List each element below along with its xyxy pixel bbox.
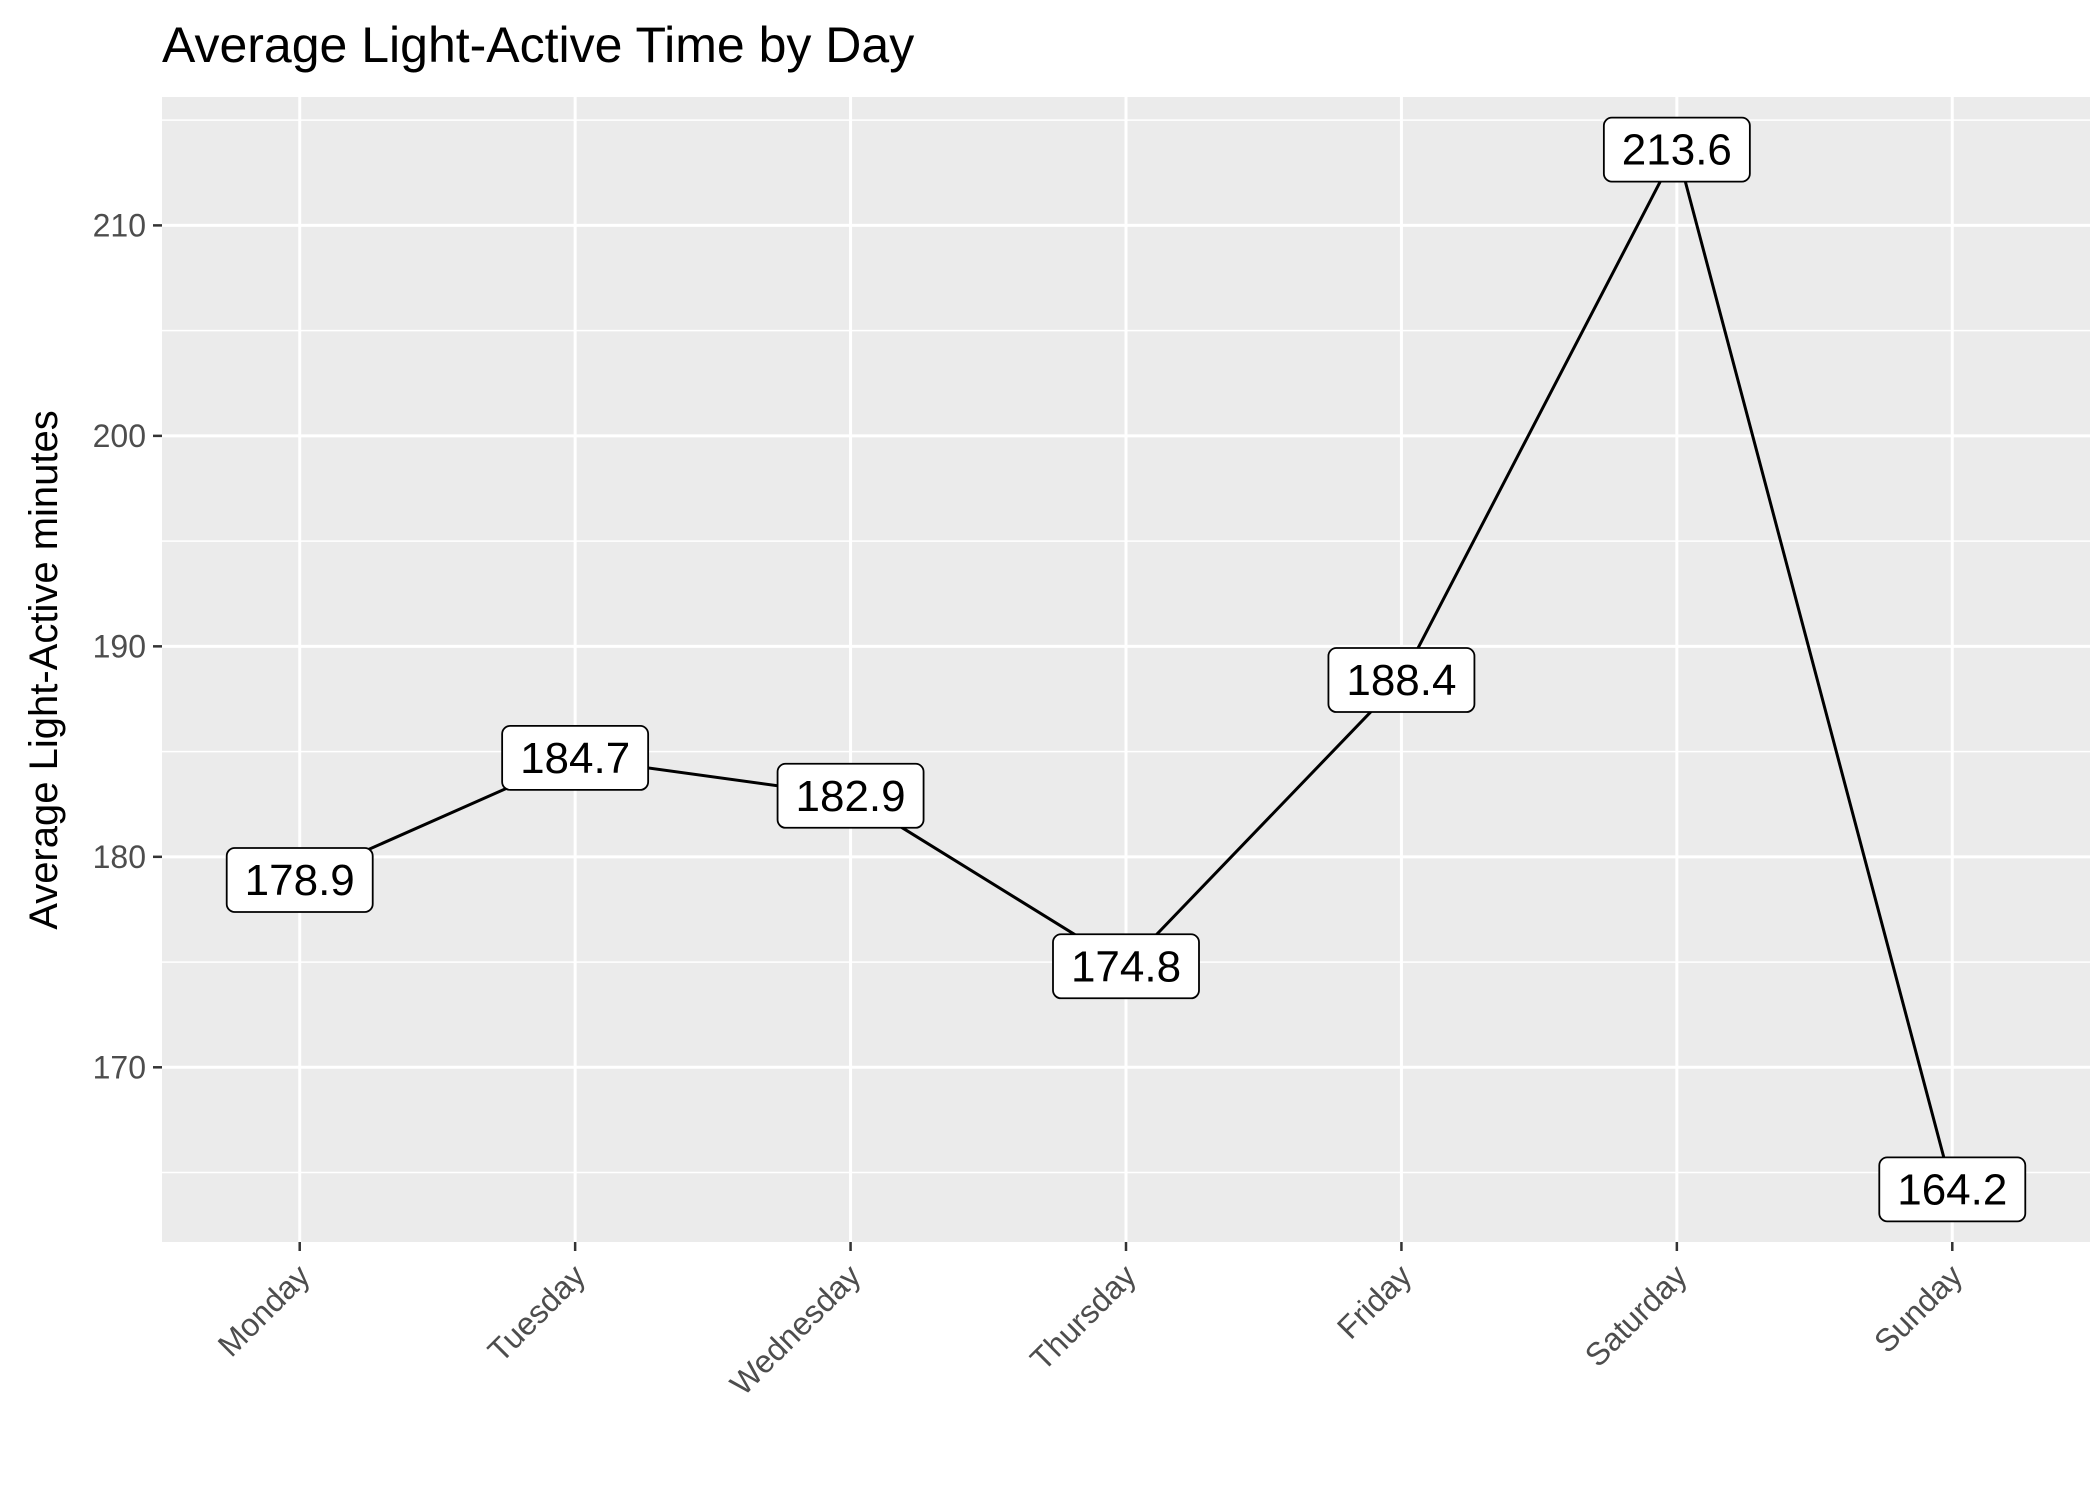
x-tick-label: Friday [1330,1257,1418,1345]
data-label-box [1052,933,1200,1000]
data-label-text: 182.9 [796,772,906,821]
data-label: 178.9 [225,847,374,913]
data-label: 184.7 [501,725,650,791]
data-label-text: 164.2 [1897,1165,2007,1214]
data-label-text: 213.6 [1622,126,1732,175]
y-tick-label: 200 [93,418,146,454]
data-label-text: 178.9 [245,856,355,905]
y-tick-label: 210 [93,207,146,243]
data-label: 164.2 [1878,1156,2027,1223]
chart-title: Average Light-Active Time by Day [162,17,914,73]
data-label-box [776,762,925,829]
data-label-text: 174.8 [1071,942,1181,991]
data-label-box [225,847,374,913]
data-label-box [1878,1156,2027,1223]
data-label: 182.9 [776,762,925,829]
data-label-box [1602,116,1751,183]
data-label: 213.6 [1602,116,1751,183]
y-tick-label: 170 [93,1049,146,1085]
y-tick-label: 190 [93,628,146,664]
data-label: 188.4 [1327,647,1476,713]
y-axis-title: Average Light-Active minutes [22,410,66,930]
major-gridlines [162,97,2090,1242]
data-label: 174.8 [1052,933,1200,1000]
data-labels: 178.9 184.7 182.9 174.8 188.4 213.6 164.2 [225,116,2027,1223]
data-label-text: 188.4 [1346,656,1456,705]
x-tick-label: Sunday [1867,1257,1969,1359]
x-tick-label: Monday [211,1257,317,1363]
y-tick-label: 180 [93,839,146,875]
x-axis: Monday Tuesday Wednesday Thursday Friday Satu… [211,1242,1969,1402]
data-label-box [1327,647,1476,713]
data-label-box [501,725,650,791]
x-tick-label: Saturday [1578,1257,1694,1373]
x-tick-label: Tuesday [481,1257,592,1368]
x-tick-label: Thursday [1023,1257,1143,1377]
y-axis: 170 180 190 200 210 [93,207,162,1085]
data-label-text: 184.7 [520,734,630,783]
x-tick-label: Wednesday [723,1257,868,1402]
